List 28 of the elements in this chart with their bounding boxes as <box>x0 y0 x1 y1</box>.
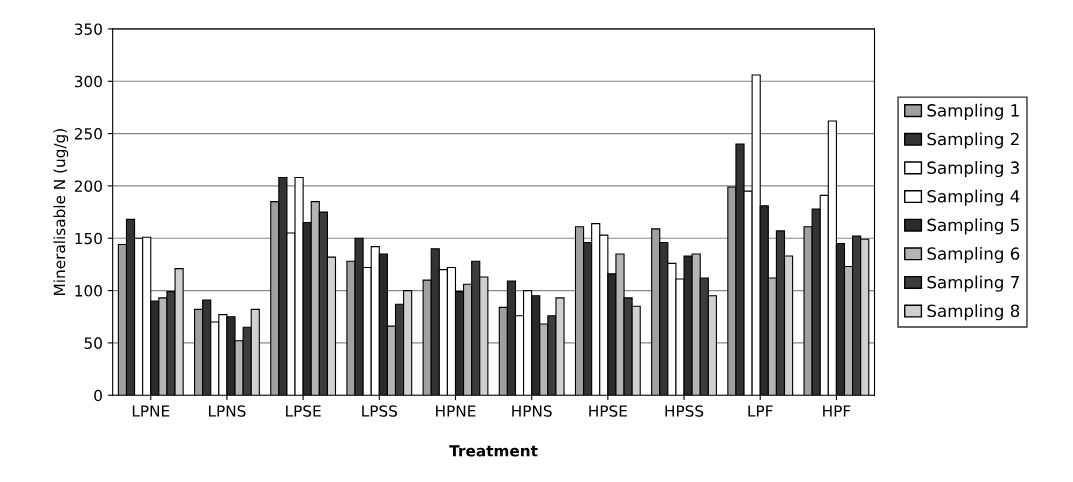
y-tick-label: 100 <box>75 285 102 297</box>
legend-label: Sampling 8 <box>927 304 1020 321</box>
legend-label: Sampling 3 <box>927 161 1019 178</box>
x-tick-label: HPSE <box>589 405 627 417</box>
x-tick-label: LPF <box>748 405 773 417</box>
x-tick-label: LPSS <box>362 405 398 417</box>
x-tick-label: LPNS <box>209 405 246 417</box>
x-axis-title: Treatment <box>449 445 538 457</box>
x-tick-label: HPF <box>823 405 851 417</box>
legend-label: Sampling 7 <box>927 275 1019 292</box>
y-tick-label: 150 <box>75 232 102 245</box>
legend-label: Sampling 4 <box>927 189 1020 206</box>
x-tick-label: HPSS <box>665 405 704 417</box>
x-tick-label: LPSE <box>286 405 321 417</box>
legend-label: Sampling 6 <box>927 246 1020 264</box>
y-tick-label: 50 <box>84 337 102 349</box>
y-axis-title: Mineralisable N (ug/g) <box>53 129 69 295</box>
y-tick-label: 200 <box>74 180 102 192</box>
x-tick-label: LPNE <box>132 405 170 417</box>
y-tick-label: 250 <box>74 128 102 140</box>
y-tick-label: 350 <box>74 23 102 35</box>
y-tick-label: 300 <box>74 75 102 88</box>
legend-label: Sampling 1 <box>927 103 1019 120</box>
y-tick-label: 0 <box>94 389 102 402</box>
legend-label: Sampling 5 <box>927 218 1019 235</box>
x-tick-label: HPNS <box>512 405 552 417</box>
legend-label: Sampling 2 <box>927 132 1019 149</box>
x-tick-label: HPNE <box>436 405 476 417</box>
